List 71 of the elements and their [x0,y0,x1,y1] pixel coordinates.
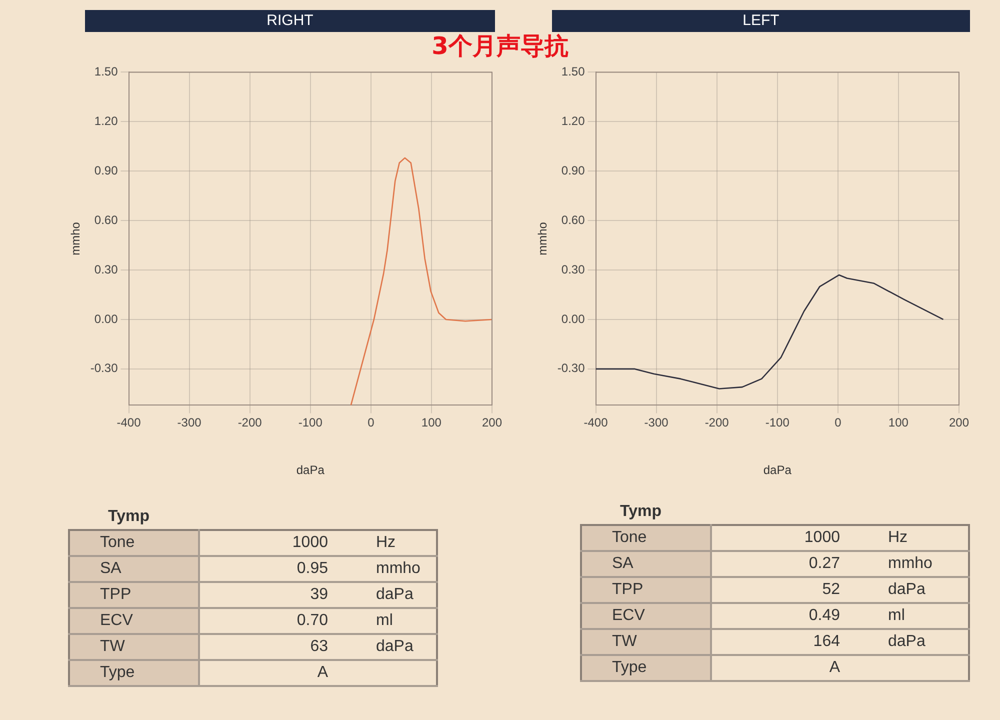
text: ECV [581,603,711,629]
text: 0.95 [199,556,336,582]
text: 39 [199,582,336,608]
text: daPa [848,577,969,603]
chart-title: RIGHT [85,10,495,32]
text: Tymp [107,507,150,527]
text: Type [581,655,711,681]
x-tick-label: 200 [482,416,502,430]
text: TPP [581,577,711,603]
x-tick-label: -300 [177,416,202,430]
text: ml [848,603,969,629]
x-tick-label: -300 [644,416,669,430]
chart-title: LEFT [552,10,970,32]
y-tick-label: 0.90 [94,163,118,178]
y-tick-label: 0.30 [94,262,118,276]
text: A [199,660,336,686]
text: Hz [336,530,437,556]
text: daPa [336,582,437,608]
text: daPa [848,629,969,655]
x-axis-title: daPa [296,463,325,478]
y-tick-label: 0.90 [561,163,586,178]
text: ECV [69,608,199,634]
text: 164 [711,629,848,655]
text: Tone [69,530,199,556]
y-tick-label: -0.30 [557,361,586,376]
text: Tymp [619,502,662,522]
y-tick-label: 0.30 [561,262,586,276]
y-tick-label: 0.00 [94,312,118,326]
text: 1000 [199,530,336,556]
text: A [711,655,848,681]
x-tick-label: 0 [368,416,375,430]
x-tick-label: 100 [888,416,909,430]
text: 52 [711,577,848,603]
x-tick-label: -200 [704,416,730,430]
x-tick-label: -400 [584,416,608,430]
text: TW [581,629,711,655]
text: Type [69,660,199,686]
y-axis-title: mmho [68,222,83,256]
text: 1000 [711,525,848,551]
x-tick-label: -100 [298,416,323,430]
text: Tone [581,525,711,551]
text: daPa [336,634,437,660]
x-tick-label: -200 [238,416,262,430]
y-tick-label: 1.50 [561,64,586,79]
y-axis-title: mmho [536,222,550,256]
text: TPP [69,582,199,608]
text: 0.49 [711,603,848,629]
y-tick-label: 0.60 [561,212,586,227]
text: 0.27 [711,551,848,577]
text: mmho [848,551,969,577]
text: mmho [336,556,437,582]
text: ml [336,608,437,634]
y-tick-label: 1.20 [561,114,586,128]
text: SA [581,551,711,577]
x-tick-label: -400 [116,416,142,430]
y-tick-label: 0.00 [561,312,586,326]
y-tick-label: 0.60 [94,212,118,227]
x-tick-label: -100 [765,416,790,430]
text: TW [69,634,199,660]
x-tick-label: 0 [834,416,842,430]
text: 63 [199,634,336,660]
text: Hz [848,525,969,551]
y-tick-label: 1.20 [94,114,118,128]
y-tick-label: -0.30 [90,361,118,376]
text: 3个月声导抗 [430,31,570,62]
x-tick-label: 200 [948,416,970,430]
text: 0.70 [199,608,336,634]
x-tick-label: 100 [421,416,442,430]
x-axis-title: daPa [763,463,792,478]
y-tick-label: 1.50 [94,64,118,79]
text: SA [69,556,199,582]
